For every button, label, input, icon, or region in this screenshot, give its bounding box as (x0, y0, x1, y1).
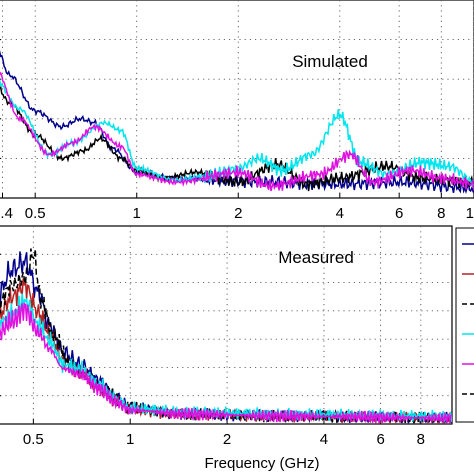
panel-title: Simulated (292, 52, 368, 71)
plot-frame (0, 0, 474, 199)
series-line-4 (0, 71, 474, 192)
x-tick-label: 10 (466, 205, 474, 222)
series-line-2 (0, 85, 474, 192)
x-tick-label: 0.4 (0, 205, 13, 222)
x-tick-label: 8 (437, 205, 445, 222)
x-tick-label: 2 (223, 431, 231, 448)
x-tick-label: 8 (417, 431, 425, 448)
x-tick-label: 2 (234, 205, 242, 222)
measured-panel: 0.5 1 2 4 6 8 Measured (0, 225, 474, 448)
x-tick-label: 1 (126, 431, 134, 448)
x-tick-label: 6 (395, 205, 403, 222)
x-axis-label: Frequency (GHz) (204, 455, 319, 472)
plot-frame (0, 225, 453, 425)
x-tick-label: 0.5 (23, 431, 44, 448)
simulated-panel: 0.4 0.5 1 2 4 6 8 10 Simulated (0, 0, 474, 222)
x-tick-label: 1 (133, 205, 141, 222)
x-tick-label: 0.5 (25, 205, 46, 222)
series-line-5 (0, 302, 452, 424)
x-tick-label: 4 (320, 431, 328, 448)
x-tick-label: 4 (336, 205, 344, 222)
x-tick-label: 6 (376, 431, 384, 448)
panel-title: Measured (278, 248, 354, 267)
legend-box (455, 227, 474, 423)
